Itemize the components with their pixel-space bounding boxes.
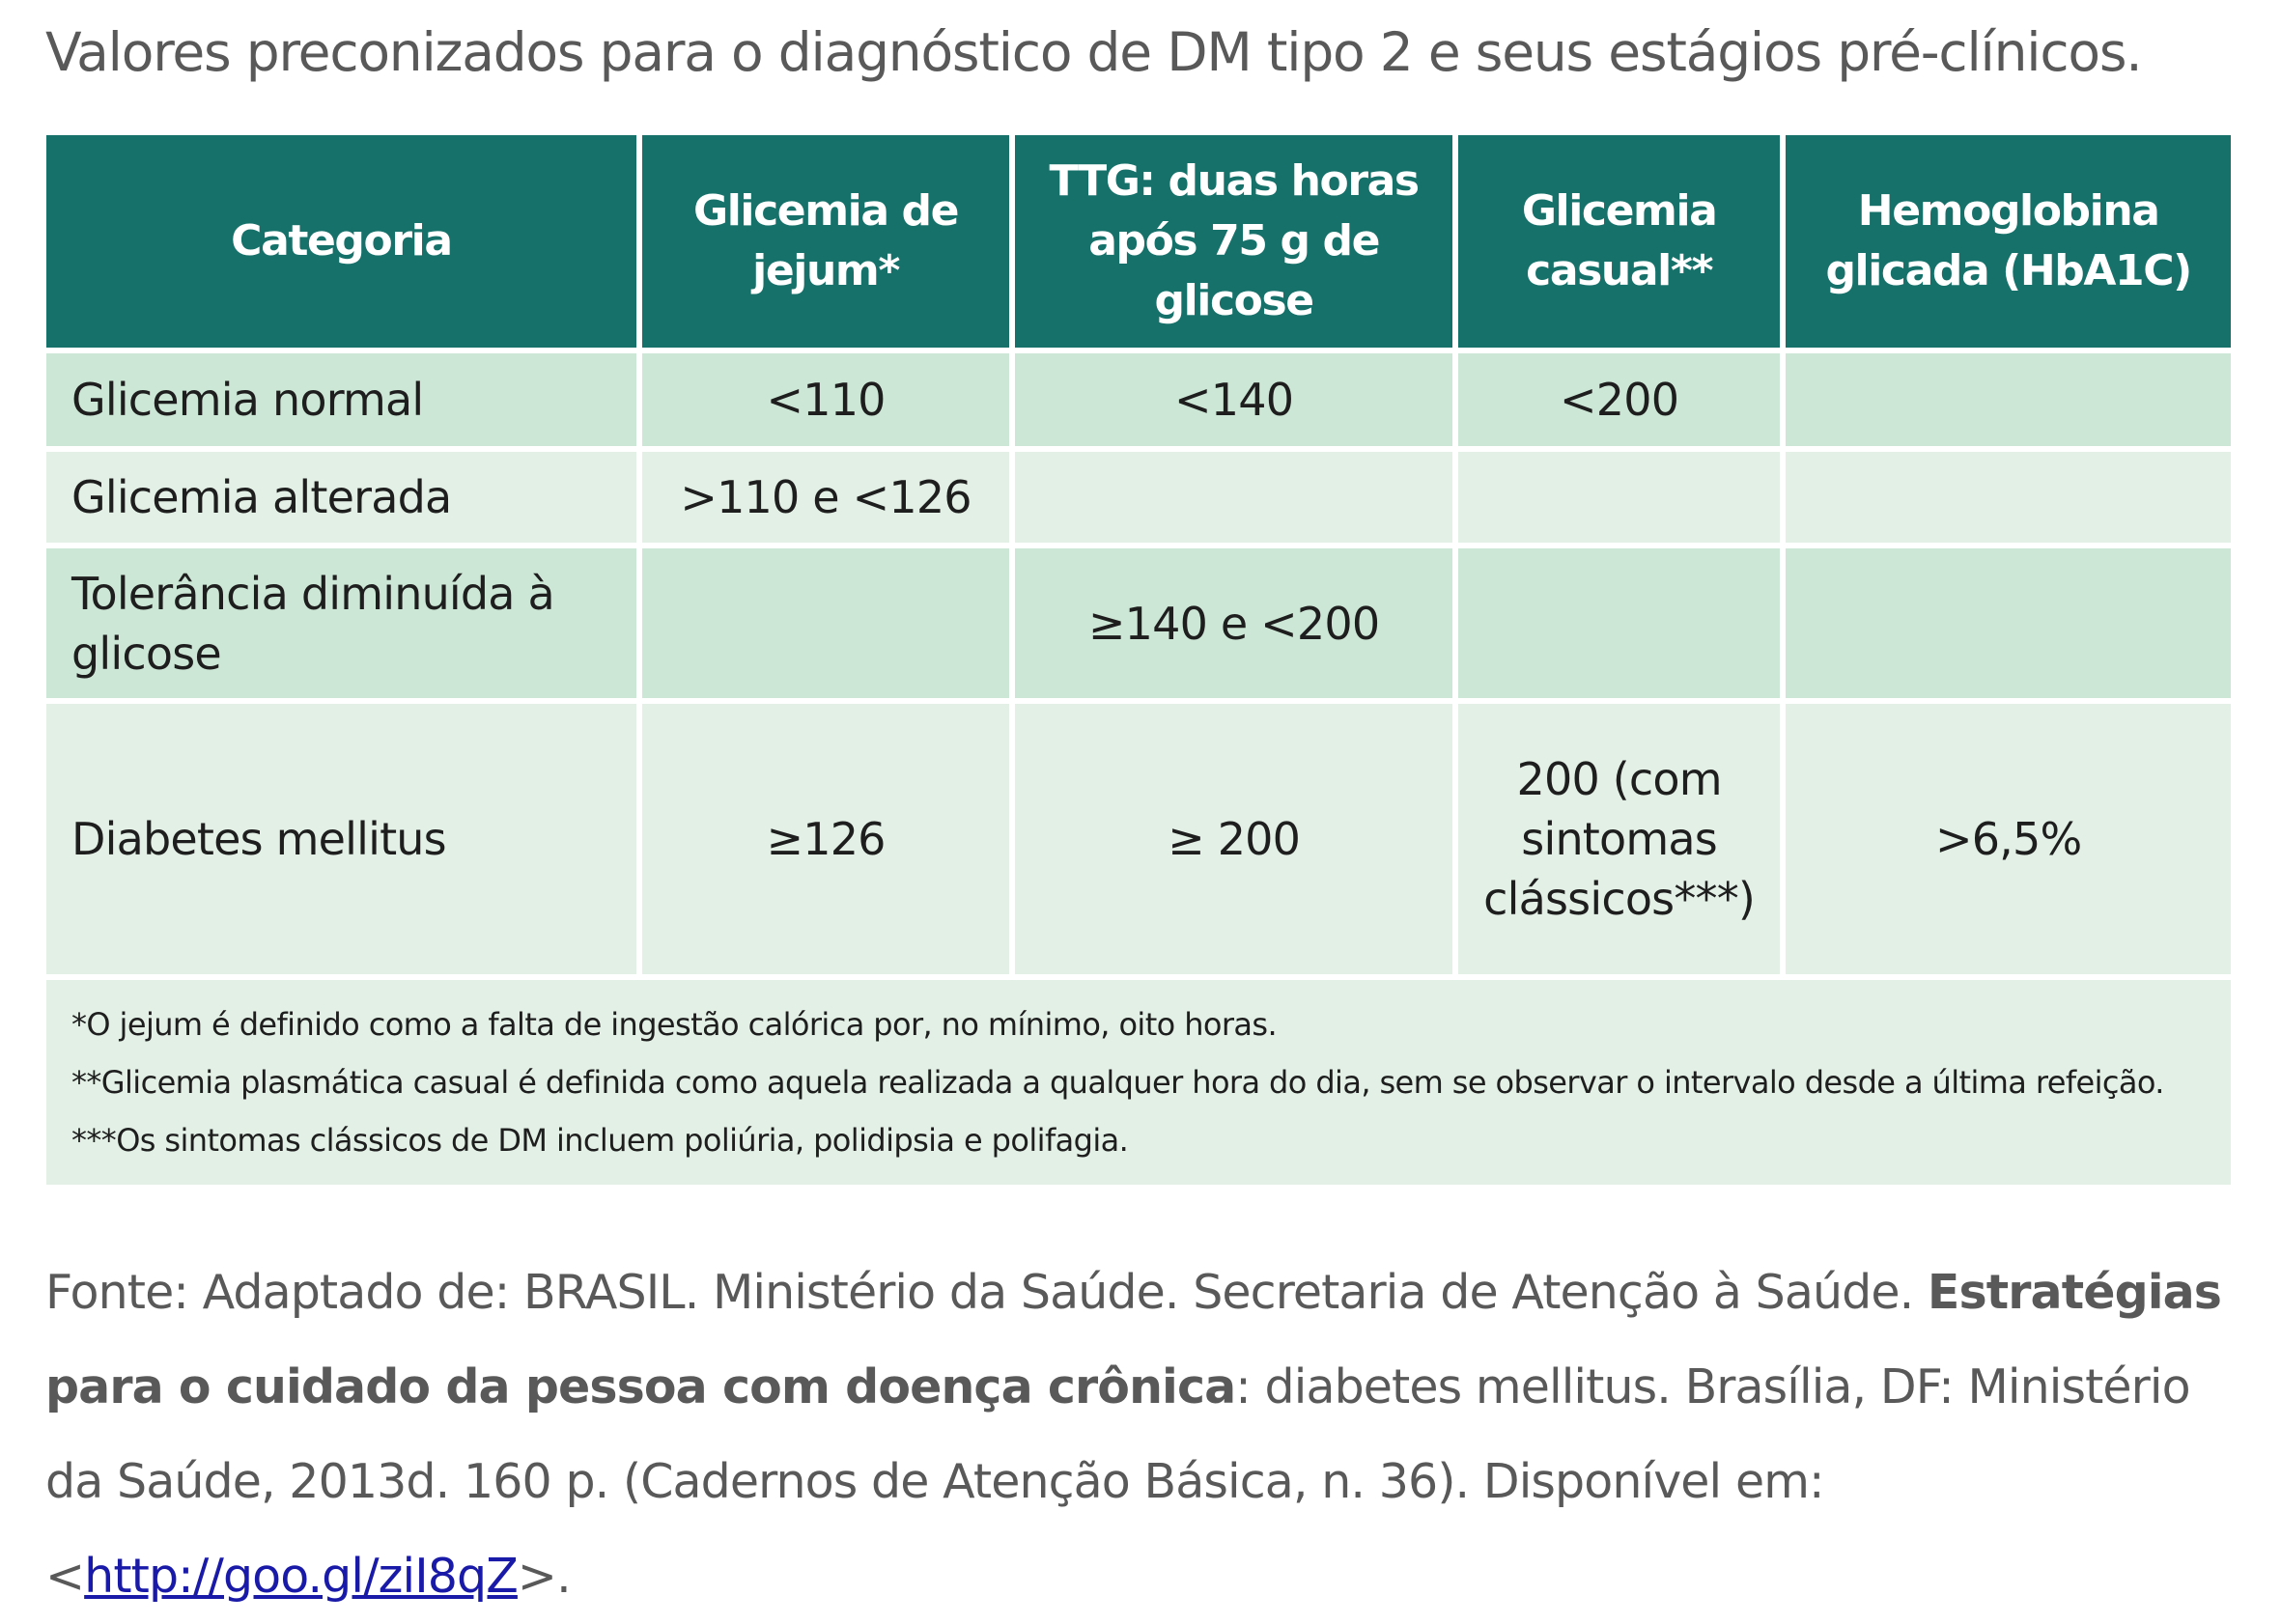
table-row: Glicemia alterada >110 e <126	[46, 452, 2231, 543]
table-header-row: Categoria Glicemia de jejum* TTG: duas h…	[46, 135, 2231, 348]
source-prefix: Fonte: Adaptado de: BRASIL. Ministério d…	[45, 1265, 1928, 1320]
table-cell	[1786, 452, 2231, 543]
header-glicemia-jejum: Glicemia de jejum*	[641, 135, 1010, 348]
table-row: Tolerância diminuída à glicose ≥140 e <2…	[46, 548, 2231, 698]
table-cell: ≥ 200	[1015, 704, 1452, 974]
source-suffix: >.	[517, 1549, 572, 1604]
table-row: Glicemia normal <110 <140 <200	[46, 353, 2231, 446]
table-cell: <200	[1457, 353, 1781, 446]
table-cell	[1015, 452, 1452, 543]
table-cell: <110	[641, 353, 1010, 446]
source-title: Estratégias para o cuidado da pessoa com…	[45, 1265, 2222, 1414]
table-cell	[1786, 353, 2231, 446]
header-ttg: TTG: duas horas após 75 g de glicose	[1015, 135, 1452, 348]
footnote: ***Os sintomas clássicos de DM incluem p…	[71, 1122, 1129, 1159]
table-notes-row: *O jejum é definido como a falta de inge…	[46, 980, 2231, 1185]
table-cell	[1786, 548, 2231, 698]
footnote: **Glicemia plasmática casual é definida …	[71, 1064, 2164, 1101]
row-category: Glicemia normal	[46, 353, 636, 446]
footnote: *O jejum é definido como a falta de inge…	[71, 1006, 1278, 1043]
table-cell	[1457, 452, 1781, 543]
table-cell: 200 (com sintomas clássicos***)	[1457, 704, 1781, 974]
row-category: Diabetes mellitus	[46, 704, 636, 974]
header-categoria: Categoria	[46, 135, 636, 348]
source-citation: Fonte: Adaptado de: BRASIL. Ministério d…	[45, 1246, 2257, 1624]
table-notes: *O jejum é definido como a falta de inge…	[46, 980, 2231, 1185]
header-glicemia-casual: Glicemia casual**	[1457, 135, 1781, 348]
table-cell: <140	[1015, 353, 1452, 446]
row-category: Glicemia alterada	[46, 452, 636, 543]
header-hemoglobina: Hemoglobina glicada (HbA1C)	[1786, 135, 2231, 348]
table-cell: ≥140 e <200	[1015, 548, 1452, 698]
table-row: Diabetes mellitus ≥126 ≥ 200 200 (com si…	[46, 704, 2231, 974]
table-cell: >110 e <126	[641, 452, 1010, 543]
table-cell: >6,5%	[1786, 704, 2231, 974]
diagnosis-table: Categoria Glicemia de jejum* TTG: duas h…	[41, 129, 2237, 1190]
table-cell	[1457, 548, 1781, 698]
table-cell: ≥126	[641, 704, 1010, 974]
source-link[interactable]: http://goo.gl/ziI8qZ	[84, 1549, 519, 1604]
row-category: Tolerância diminuída à glicose	[46, 548, 636, 698]
page-title: Valores preconizados para o diagnóstico …	[45, 21, 2143, 83]
table-cell	[641, 548, 1010, 698]
